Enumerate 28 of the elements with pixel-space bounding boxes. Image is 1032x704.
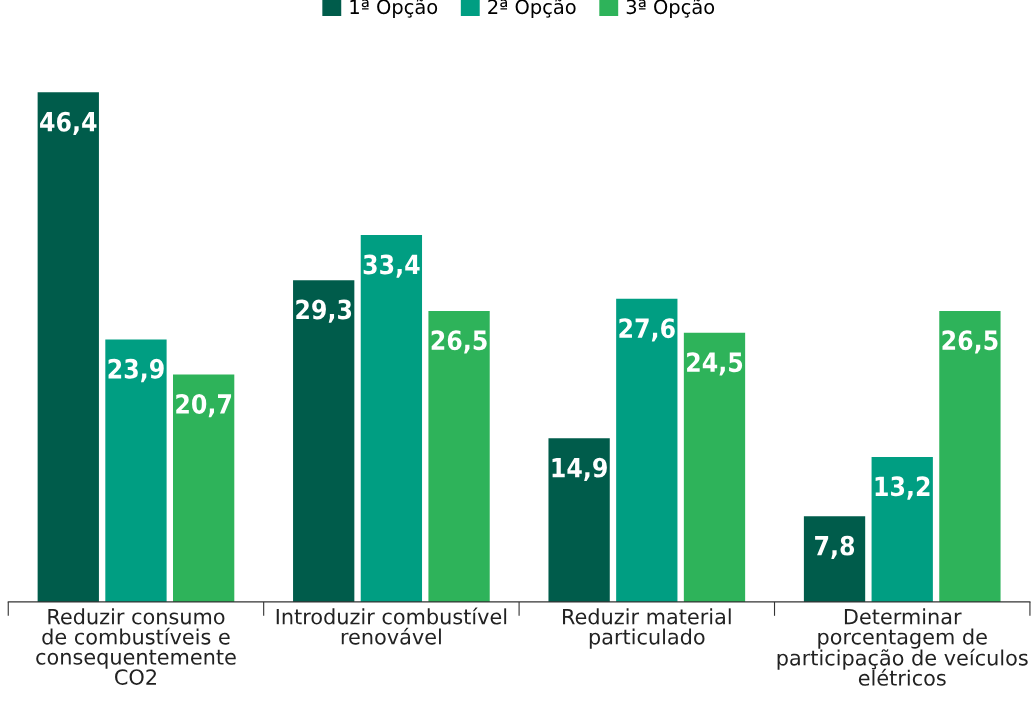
data-label: 27,6 — [619, 318, 675, 342]
data-label: 7,8 — [815, 535, 855, 559]
data-label: 26,5 — [942, 330, 998, 354]
data-label: 20,7 — [176, 393, 232, 418]
data-label: 33,4 — [363, 254, 420, 278]
x-tick-label: Reduzir consumo de combustíveis e consequentemente CO2 — [36, 608, 236, 685]
bar — [360, 235, 423, 602]
data-label: 46,4 — [40, 111, 97, 136]
bar — [428, 310, 490, 602]
bar — [105, 339, 167, 602]
bar — [939, 310, 1001, 602]
bar — [548, 438, 610, 602]
x-tick-label: Introduzir combustível renovável — [276, 607, 507, 645]
data-label: 29,3 — [296, 299, 352, 323]
bar — [803, 516, 866, 602]
data-label: 13,2 — [875, 476, 930, 500]
data-label: 14,9 — [552, 457, 607, 481]
x-tick-label: Reduzir material particulado — [563, 608, 731, 649]
data-label: 26,5 — [431, 330, 487, 354]
bar — [173, 374, 235, 602]
bar — [37, 92, 99, 602]
bar — [871, 456, 933, 602]
data-label: 23,9 — [108, 358, 164, 383]
data-label: 24,5 — [687, 352, 743, 376]
x-tick-label: Determinar porcentagem de participação de veículos elétricos — [777, 608, 1028, 686]
bar — [683, 332, 746, 602]
bar — [616, 298, 678, 602]
bar — [293, 280, 355, 602]
